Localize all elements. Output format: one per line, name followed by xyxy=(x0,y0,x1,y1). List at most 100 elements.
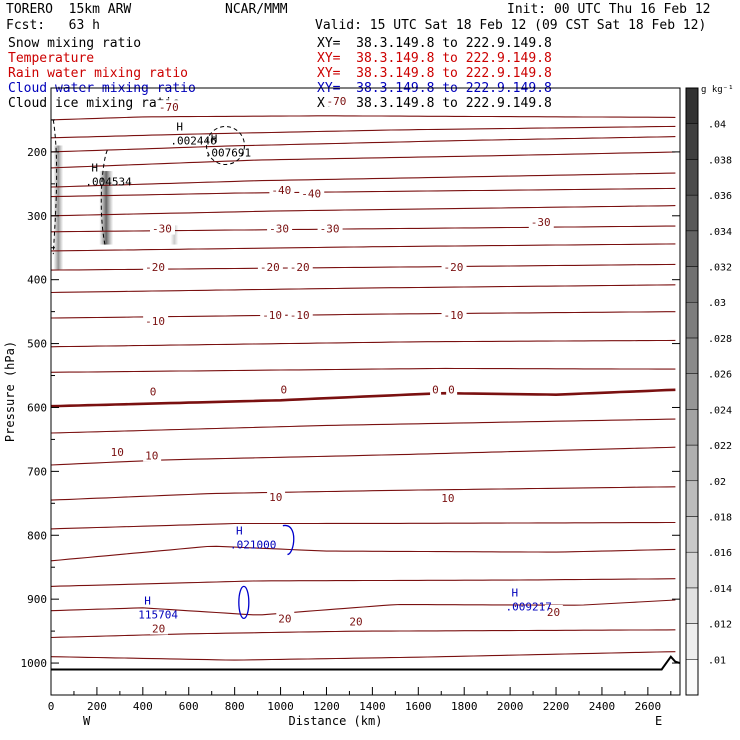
y-tick-label: 300 xyxy=(27,210,47,223)
isotherm-label-bg xyxy=(317,221,343,235)
high-value: .007691 xyxy=(205,147,251,160)
isotherm-label-bg xyxy=(299,186,325,200)
east-label: E xyxy=(655,714,662,728)
y-tick-label: 500 xyxy=(27,338,47,351)
colorbar-tick-label: .036 xyxy=(708,191,732,202)
colorbar-cell xyxy=(685,659,699,696)
isotherm-line xyxy=(50,339,676,348)
colorbar-cell xyxy=(685,480,699,517)
isotherm-label: 0 xyxy=(448,384,455,397)
y-axis-label: Pressure (hPa) xyxy=(3,341,17,442)
colorbar-tick-label: .038 xyxy=(708,155,732,166)
isotherm-label-bg xyxy=(441,307,467,321)
colorbar-tick-label: .026 xyxy=(708,370,732,381)
isotherm-line xyxy=(50,521,676,530)
colorbar-cell xyxy=(685,337,699,374)
high-marker: H xyxy=(211,133,218,146)
isotherm-label-bg xyxy=(150,621,169,635)
high-value: .002446 xyxy=(170,135,216,148)
isotherm-label: -40 xyxy=(271,184,291,197)
colorbar-tick-label: .024 xyxy=(708,405,732,416)
snow-contour xyxy=(52,119,58,255)
isotherm-label: -30 xyxy=(320,223,340,236)
isotherm-label: 20 xyxy=(278,612,291,625)
x-tick-label: 1400 xyxy=(359,700,386,713)
colorbar-tick-label: .016 xyxy=(708,548,732,559)
colorbar-tick-label: .032 xyxy=(708,263,732,274)
isotherm-label: -30 xyxy=(531,216,551,229)
header-center: NCAR/MMM xyxy=(225,2,288,17)
isotherm-label-bg xyxy=(324,93,350,107)
isotherm-label: -20 xyxy=(444,261,464,274)
isotherm-line xyxy=(50,651,676,661)
colorbar-unit: g kg⁻¹ xyxy=(701,85,734,95)
isotherm-label-bg xyxy=(287,307,313,321)
colorbar-cell xyxy=(685,194,699,232)
colorbar-tick-label: .014 xyxy=(708,584,732,595)
header-init: Init: 00 UTC Thu 16 Feb 12 xyxy=(507,2,711,17)
field-label-temperature: Temperature xyxy=(8,51,95,66)
isotherm-label: 10 xyxy=(269,491,282,504)
colorbar-tick-label: .028 xyxy=(708,334,732,345)
y-tick-label: 700 xyxy=(27,465,47,478)
x-tick-label: 400 xyxy=(133,700,153,713)
isotherm-line xyxy=(50,151,676,169)
isotherm-label-bg xyxy=(267,489,286,503)
y-tick-label: 900 xyxy=(27,593,47,606)
header-fcst: Fcst: 63 h xyxy=(6,18,100,33)
x-tick-label: 1200 xyxy=(313,700,340,713)
cloud-water-contour xyxy=(282,525,295,556)
colorbar-tick-label: .012 xyxy=(708,620,732,631)
isotherm-label: 10 xyxy=(441,492,454,505)
isotherm-label: -20 xyxy=(260,261,280,274)
colorbar-cell xyxy=(685,623,699,660)
y-tick-label: 800 xyxy=(27,529,47,542)
y-tick-label: 1000 xyxy=(21,657,48,670)
colorbar-tick-label: .018 xyxy=(708,512,732,523)
isotherm-label: -40 xyxy=(301,187,321,200)
high-value: .009217 xyxy=(506,600,552,613)
isotherm-line xyxy=(50,187,676,198)
colorbar-tick-label: .02 xyxy=(708,477,726,488)
x-tick-label: 2600 xyxy=(635,700,662,713)
x-tick-label: 2200 xyxy=(543,700,570,713)
isotherm-label-bg xyxy=(143,259,169,273)
isotherm-label-bg xyxy=(267,221,293,235)
colorbar-tick-label: .022 xyxy=(708,441,732,452)
isotherm-label: -10 xyxy=(262,309,282,322)
isotherm-line xyxy=(50,367,676,373)
isotherm-label-bg xyxy=(439,491,458,505)
field-label-rain: Rain water mixing ratio xyxy=(8,66,189,81)
colorbar-cell xyxy=(685,516,699,553)
isotherm-label: 0 xyxy=(150,386,157,399)
colorbar-cell xyxy=(685,587,699,624)
y-tick-label: 600 xyxy=(27,401,47,414)
x-tick-label: 1800 xyxy=(451,700,478,713)
isotherm-line xyxy=(50,115,676,121)
isotherm-label-bg xyxy=(446,382,458,396)
header-model: TORERO 15km ARW xyxy=(6,2,132,17)
isotherm-label-bg xyxy=(287,259,313,273)
plot-frame xyxy=(50,87,681,696)
isotherm-line xyxy=(50,388,676,408)
isotherm-line xyxy=(50,205,676,217)
colorbar-cell xyxy=(685,301,699,339)
header-valid: Valid: 15 UTC Sat 18 Feb 12 (09 CST Sat … xyxy=(315,18,707,33)
high-marker: H xyxy=(236,524,243,537)
terrain-surface xyxy=(51,655,681,671)
isotherm-label-bg xyxy=(156,100,182,114)
x-tick-label: 2400 xyxy=(589,700,616,713)
snow-shading-plume xyxy=(170,225,179,245)
snow-contour xyxy=(205,126,245,166)
snow-shading-plume xyxy=(53,145,64,271)
snow-contour xyxy=(100,148,109,245)
isotherm-label: -10 xyxy=(290,309,310,322)
colorbar-cell xyxy=(685,444,699,482)
high-value: 115704 xyxy=(138,609,178,622)
isotherm-line xyxy=(50,629,676,639)
isotherm-line xyxy=(50,284,676,294)
isotherm-line xyxy=(50,545,676,562)
isotherm-label: -10 xyxy=(145,315,165,328)
high-value: .021000 xyxy=(230,538,276,551)
